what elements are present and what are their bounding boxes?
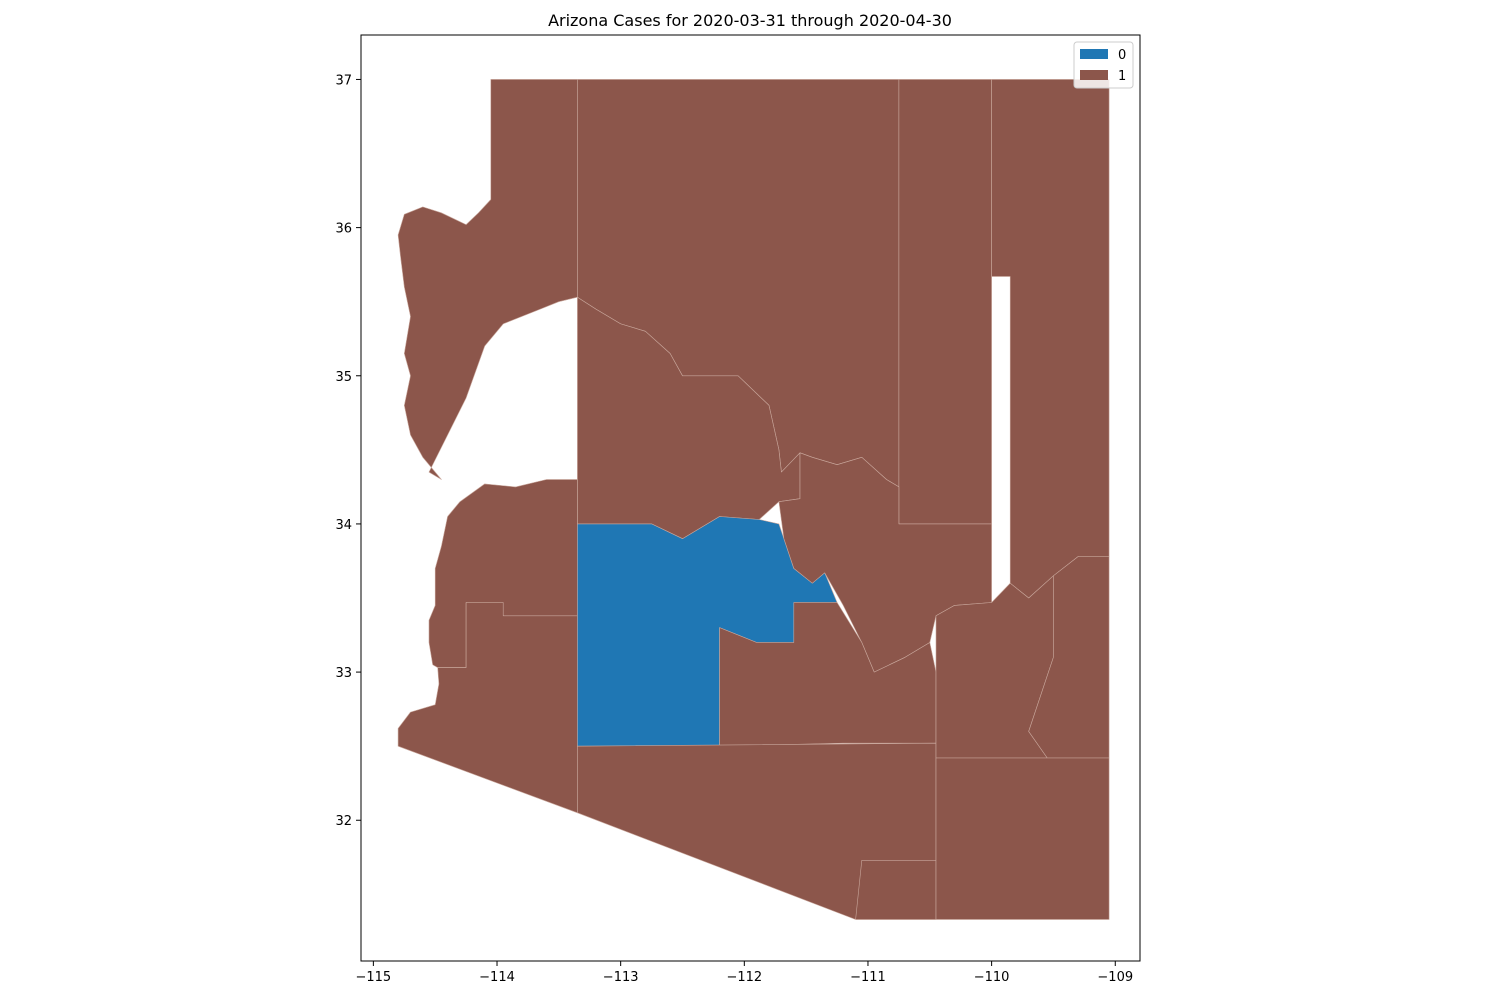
legend-label-1: 1: [1118, 69, 1126, 84]
axes-frame: [360, 34, 1141, 962]
map-regions: [397, 79, 1110, 920]
county-navajo: [898, 79, 992, 525]
x-axis: −115 −114 −113 −112 −111 −110 −109: [356, 961, 1133, 985]
x-tick-label: −109: [1097, 970, 1133, 985]
county-yuma: [397, 602, 578, 814]
x-tick-label: −115: [356, 970, 392, 985]
chart-title: Arizona Cases for 2020-03-31 through 202…: [548, 11, 952, 30]
county-mohave: [397, 79, 578, 480]
legend: 0 1: [1073, 41, 1134, 89]
y-tick-label: 33: [335, 666, 352, 681]
county-cochise: [935, 757, 1110, 920]
x-tick-label: −112: [726, 970, 762, 985]
legend-swatch-1: [1080, 70, 1108, 80]
county-pinal: [719, 602, 937, 747]
y-tick-label: 32: [335, 814, 352, 829]
x-tick-label: −111: [850, 970, 886, 985]
x-tick-label: −110: [974, 970, 1010, 985]
x-tick-label: −114: [479, 970, 515, 985]
y-tick-label: 36: [335, 222, 352, 237]
y-tick-label: 34: [335, 518, 352, 533]
legend-label-0: 0: [1118, 48, 1126, 63]
y-tick-label: 37: [335, 73, 352, 88]
legend-swatch-0: [1080, 49, 1108, 59]
y-axis: 32 33 34 35 36 37: [335, 73, 361, 829]
x-tick-label: −113: [603, 970, 639, 985]
y-tick-label: 35: [335, 370, 352, 385]
county-santa-cruz: [855, 860, 937, 920]
